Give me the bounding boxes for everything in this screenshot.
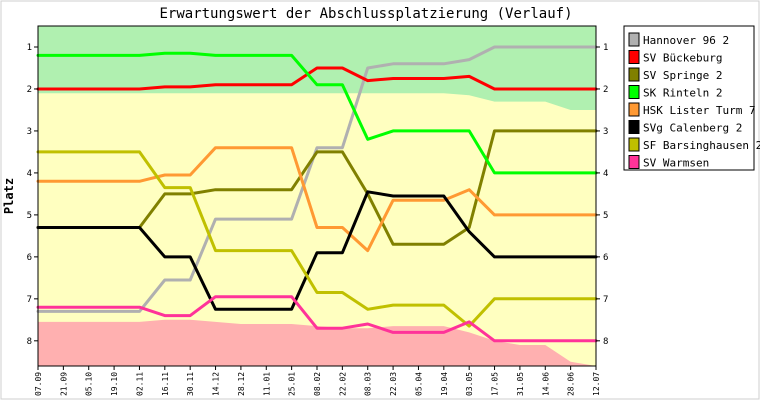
legend-label: SK Rinteln 2 [643,87,722,100]
y-axis-label: Platz [2,178,16,214]
x-tick-label: 19.10 [110,372,119,396]
x-tick-label: 11.01 [262,372,271,396]
y-tick-label-left: 5 [27,211,32,221]
y-tick-label-right: 2 [603,85,608,95]
legend-label: SV Springe 2 [643,69,722,82]
x-tick-label: 12.07 [592,372,601,396]
series-line-hsk-lister-turm-7 [36,146,598,253]
bands-layer [38,26,596,366]
y-tick-label-left: 4 [27,169,32,179]
chart-title: Erwartungswert der Abschlussplatzierung … [159,6,572,22]
legend-label: SV Bückeburg [643,52,722,65]
y-tick-label-left: 2 [27,85,32,95]
legend-swatch [628,67,640,82]
y-tick-label-right: 5 [603,211,608,221]
series-line-svg-calenberg-2 [36,190,598,311]
legend-swatch [628,137,640,152]
legend-label: SV Warmsen [643,157,709,170]
legend-swatch [628,85,640,99]
legend-swatch [628,120,640,134]
x-tick-label: 05.10 [85,372,94,396]
x-tick-label: 02.11 [135,372,144,396]
series-line-sk-rinteln-2 [36,51,598,175]
legend-label: SF Barsinghausen 2 [643,139,760,152]
x-tick-label: 08.03 [364,372,373,396]
y-tick-label-left: 1 [27,43,32,53]
legend: Hannover 96 2 SV Bückeburg SV Springe 2 SK … [623,25,760,171]
series-layer [36,45,598,343]
y-tick-label-right: 8 [603,337,608,347]
legend-swatch [628,50,640,64]
y-tick-label-right: 7 [603,295,608,305]
y-ticks-right: 1 2 3 4 5 6 7 8 [596,43,608,347]
y-tick-label-left: 8 [27,337,32,347]
x-tick-label: 14.06 [541,372,550,396]
y-ticks-left: 1 2 3 4 5 6 7 8 [27,43,38,347]
x-ticks: 07.09 21.09 05.10 19.10 02.11 16.11 30.11 14.12… [34,366,601,396]
y-tick-label-left: 6 [27,253,32,263]
y-tick-label-right: 6 [603,253,608,263]
x-tick-label: 22.03 [389,372,398,396]
legend-swatch [628,32,640,47]
band-relegation [38,319,596,366]
y-tick-label-left: 7 [27,295,32,305]
series-line-hannover-96-2 [36,45,598,313]
x-tick-label: 05.04 [414,372,423,396]
x-tick-label: 14.12 [212,372,221,396]
x-tick-label: 28.12 [237,372,246,396]
x-tick-label: 19.04 [440,372,449,396]
x-tick-label: 16.11 [161,372,170,396]
x-tick-label: 22.02 [338,372,347,396]
x-tick-label: 03.05 [465,372,474,396]
x-tick-label: 31.05 [516,372,525,396]
x-tick-label: 28.06 [567,372,576,396]
x-tick-label: 21.09 [59,372,68,396]
legend-swatch [628,102,640,117]
y-tick-label-right: 1 [603,43,608,53]
y-tick-label-right: 4 [603,169,608,179]
x-tick-label: 17.05 [491,372,500,396]
series-line-sf-barsinghausen-2 [36,150,598,328]
x-tick-label: 08.02 [313,372,322,396]
legend-label: Hannover 96 2 [643,34,729,47]
series-line-sv-b-ckeburg [36,66,598,91]
series-line-sv-warmsen [36,295,598,343]
legend-label: HSK Lister Turm 7 [643,104,756,117]
legend-swatch [628,155,640,169]
x-tick-label: 25.01 [288,372,297,396]
y-tick-label-left: 3 [27,127,32,137]
legend-box [623,25,755,171]
y-tick-label-right: 3 [603,127,608,137]
legend-label: SVg Calenberg 2 [643,122,742,135]
x-tick-label: 07.09 [34,372,43,396]
x-tick-label: 30.11 [186,372,195,396]
